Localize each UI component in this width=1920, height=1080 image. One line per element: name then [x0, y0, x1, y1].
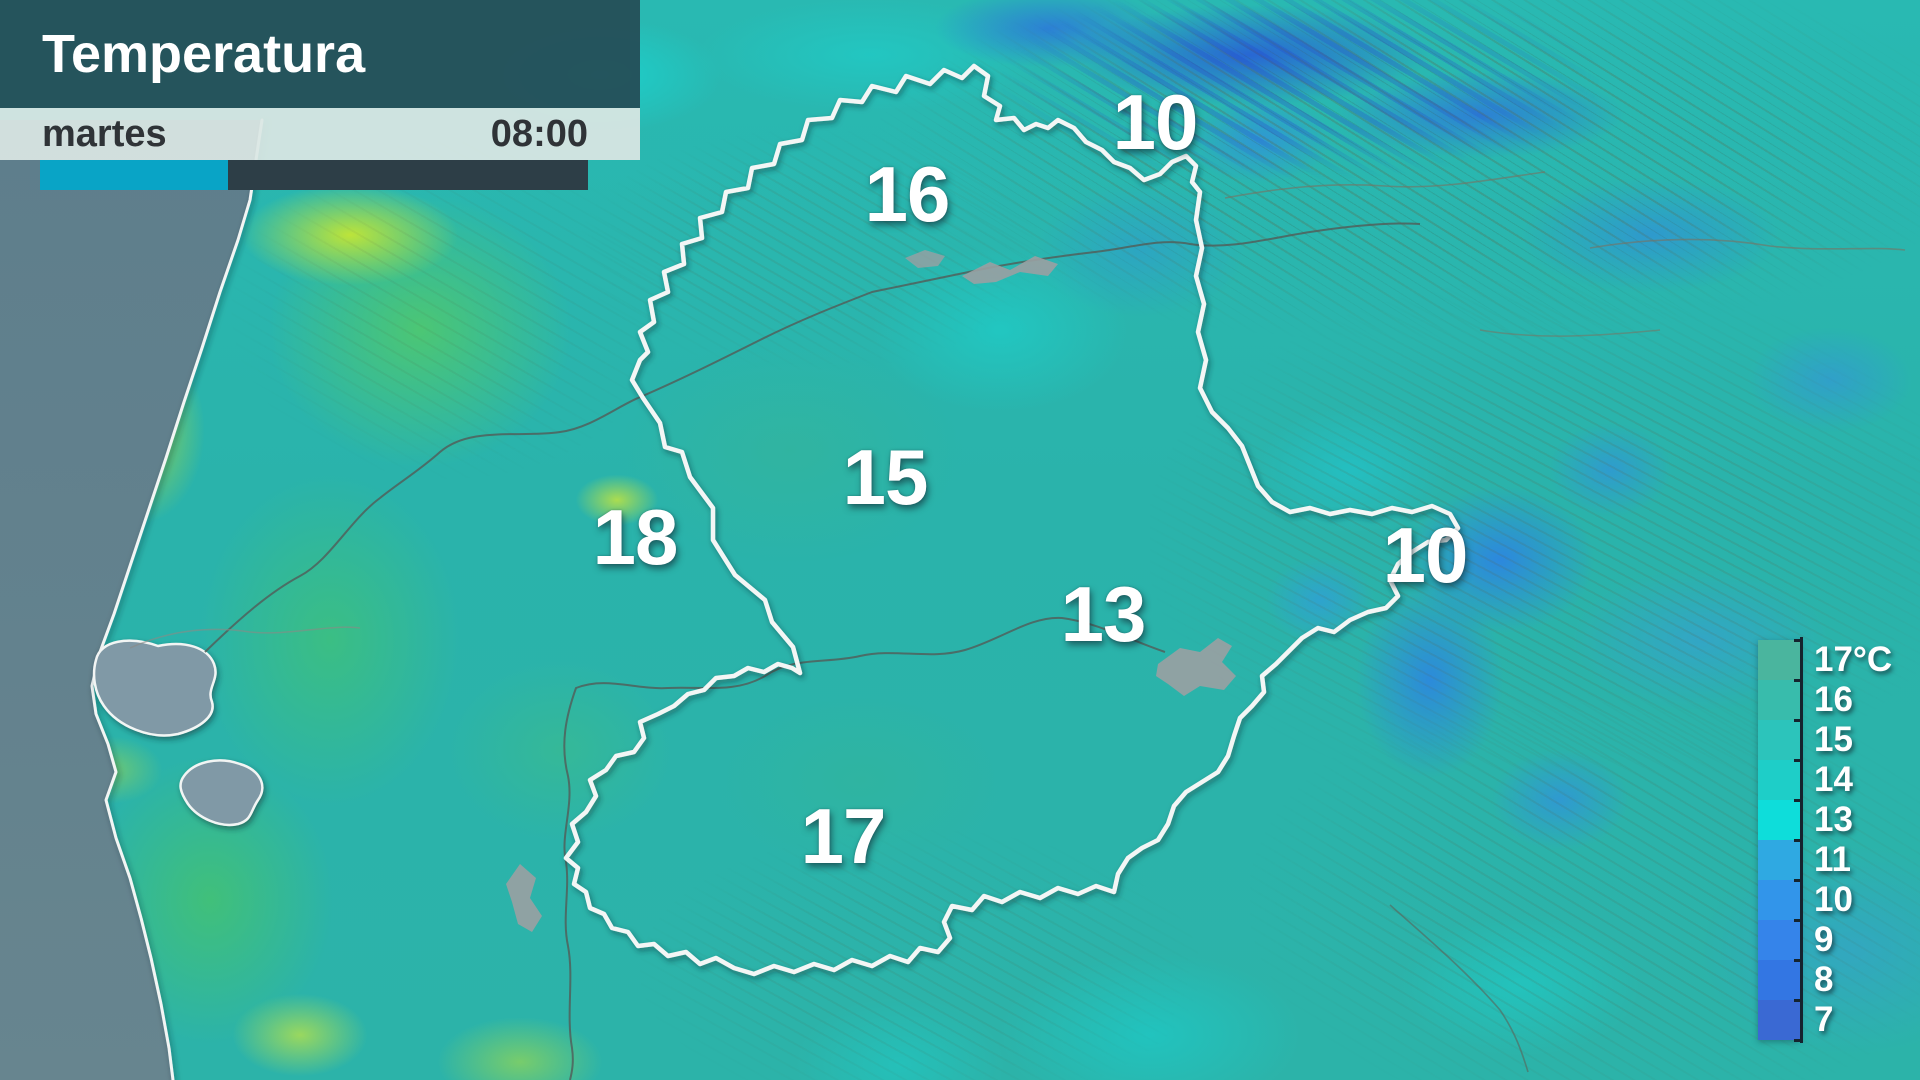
- temperature-label: 10: [1112, 77, 1199, 166]
- legend-tick: [1794, 639, 1803, 642]
- river-guadiana: [563, 616, 1166, 1080]
- reservoir-alqueva: [506, 864, 542, 932]
- legend-color-segment: [1758, 720, 1800, 760]
- temperature-label: 15: [842, 432, 929, 521]
- river-east: [1479, 329, 1661, 337]
- ocean: [0, 120, 262, 1080]
- forecast-time-label: 08:00: [490, 112, 588, 155]
- page-title: Temperatura: [42, 24, 366, 84]
- tagus-estuary: [92, 639, 217, 737]
- legend-label: 7: [1814, 1000, 1834, 1039]
- river-southeast: [1389, 904, 1529, 1073]
- legend-tick: [1794, 1039, 1803, 1042]
- legend-label: 9: [1814, 920, 1834, 959]
- road-lisbon: [129, 626, 361, 649]
- reservoir-alcantara: [962, 256, 1058, 284]
- legend-color-segment: [1758, 920, 1800, 960]
- legend-tick: [1794, 839, 1803, 842]
- reservoir-gabriel-y-galan: [905, 250, 945, 268]
- header-title-bar: Temperatura: [0, 0, 640, 108]
- legend-label: 14: [1814, 760, 1853, 799]
- legend-color-segment: [1758, 960, 1800, 1000]
- legend-color-segment: [1758, 880, 1800, 920]
- legend-tick: [1794, 879, 1803, 882]
- temperature-label: 10: [1382, 510, 1469, 599]
- legend-label: 8: [1814, 960, 1834, 999]
- temperature-label: 18: [592, 492, 679, 581]
- legend-tick: [1794, 719, 1803, 722]
- temperature-legend: 17°C 16 15 14 13 11 10 9 8 7: [1758, 637, 1918, 1043]
- legend-tick: [1794, 919, 1803, 922]
- legend-color-scale: [1758, 640, 1800, 1040]
- legend-tick: [1794, 759, 1803, 762]
- legend-label: 13: [1814, 800, 1853, 839]
- extremadura-boundary: [563, 63, 1461, 977]
- legend-tick: [1794, 799, 1803, 802]
- legend-color-segment: [1758, 680, 1800, 720]
- temperature-label: 13: [1060, 569, 1147, 658]
- header-sub-bar: martes 08:00: [0, 108, 640, 160]
- legend-color-segment: [1758, 800, 1800, 840]
- temperature-label: 16: [864, 149, 951, 238]
- legend-color-segment: [1758, 840, 1800, 880]
- river-north-1: [1224, 171, 1546, 199]
- legend-label: 11: [1814, 840, 1851, 879]
- legend-label: 16: [1814, 680, 1853, 719]
- time-progress-fill: [40, 160, 228, 190]
- temperature-label: 17: [800, 791, 887, 880]
- coastline: [90, 118, 264, 1080]
- sado-estuary: [179, 759, 264, 827]
- legend-label: 15: [1814, 720, 1853, 759]
- legend-color-segment: [1758, 1000, 1800, 1040]
- time-progress-bar: [40, 160, 588, 190]
- forecast-day-label: martes: [42, 112, 167, 155]
- river-tejo: [204, 222, 1421, 653]
- legend-color-segment: [1758, 640, 1800, 680]
- reservoir-la-serena: [1156, 638, 1236, 696]
- legend-tick: [1794, 999, 1803, 1002]
- legend-label: 17°C: [1814, 640, 1893, 679]
- river-north-2: [1589, 238, 1906, 251]
- legend-tick: [1794, 959, 1803, 962]
- legend-tick: [1794, 679, 1803, 682]
- legend-label: 10: [1814, 880, 1853, 919]
- legend-color-segment: [1758, 760, 1800, 800]
